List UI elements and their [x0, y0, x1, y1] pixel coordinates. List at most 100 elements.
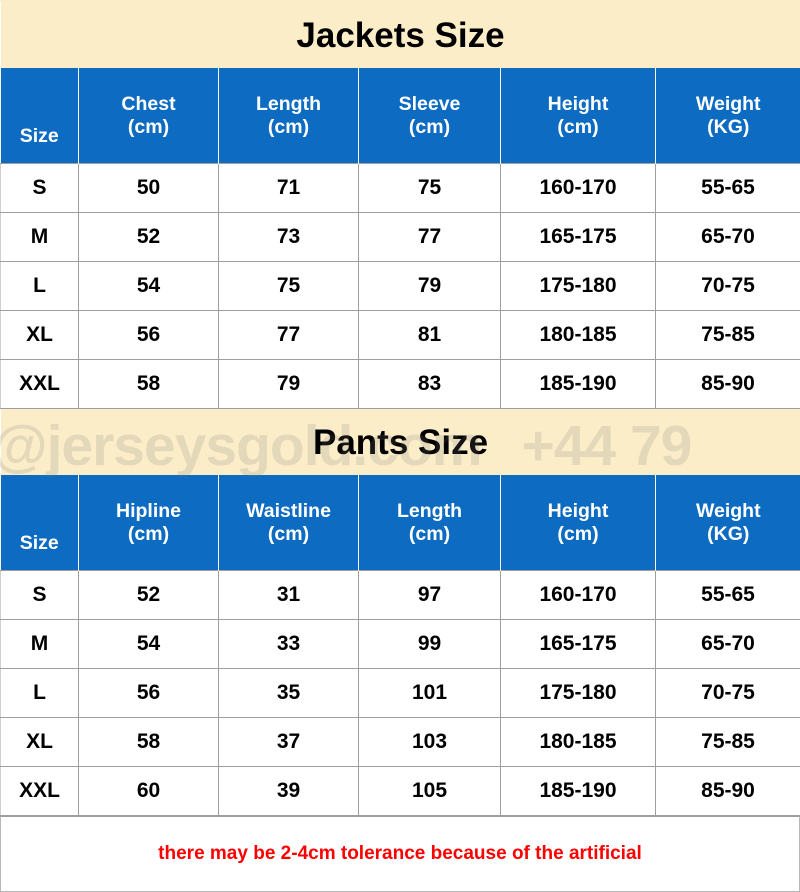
pants-header-row: Size Hipline (cm) Waistline (cm) Length …	[1, 475, 800, 571]
pants-col-header-weight: Weight (KG)	[656, 475, 800, 571]
cell-size: M	[1, 213, 79, 262]
cell-hipline: 60	[79, 767, 219, 816]
jackets-col-header-weight: Weight (KG)	[656, 68, 800, 164]
cell-height: 165-175	[501, 213, 656, 262]
cell-size: XXL	[1, 767, 79, 816]
table-row: L 54 75 79 175-180 70-75	[1, 262, 800, 311]
jackets-col-unit-height: (cm)	[501, 116, 655, 139]
cell-height: 185-190	[501, 767, 656, 816]
cell-size: M	[1, 620, 79, 669]
cell-height: 185-190	[501, 360, 656, 409]
jackets-col-unit-weight: (KG)	[656, 116, 800, 139]
pants-col-label-size: Size	[1, 532, 79, 555]
tolerance-note-band: there may be 2-4cm tolerance because of …	[0, 816, 800, 892]
jackets-col-label-weight: Weight	[656, 93, 800, 116]
cell-length: 103	[359, 718, 501, 767]
jackets-col-header-size: Size	[1, 68, 79, 164]
jackets-title: Jackets Size	[296, 16, 504, 55]
pants-col-label-waistline: Waistline	[219, 500, 358, 523]
cell-sleeve: 81	[359, 311, 501, 360]
cell-waistline: 31	[219, 571, 359, 620]
pants-col-label-hipline: Hipline	[79, 500, 218, 523]
table-row: XL 58 37 103 180-185 75-85	[1, 718, 800, 767]
cell-length: 77	[219, 311, 359, 360]
cell-weight: 85-90	[656, 767, 800, 816]
jackets-size-table: Jackets Size Size Chest (cm) Length (cm)…	[0, 2, 800, 409]
cell-waistline: 35	[219, 669, 359, 718]
cell-weight: 65-70	[656, 213, 800, 262]
cell-sleeve: 77	[359, 213, 501, 262]
cell-length: 75	[219, 262, 359, 311]
cell-weight: 70-75	[656, 262, 800, 311]
cell-chest: 52	[79, 213, 219, 262]
cell-hipline: 54	[79, 620, 219, 669]
table-row: S 52 31 97 160-170 55-65	[1, 571, 800, 620]
cell-length: 79	[219, 360, 359, 409]
cell-size: L	[1, 669, 79, 718]
cell-weight: 70-75	[656, 669, 800, 718]
cell-weight: 85-90	[656, 360, 800, 409]
cell-hipline: 56	[79, 669, 219, 718]
jackets-col-unit-chest: (cm)	[79, 116, 218, 139]
jackets-header-row: Size Chest (cm) Length (cm) Sleeve (cm) …	[1, 68, 800, 164]
pants-col-header-length: Length (cm)	[359, 475, 501, 571]
cell-height: 160-170	[501, 571, 656, 620]
cell-size: L	[1, 262, 79, 311]
pants-size-table: Pants Size Size Hipline (cm) Waistline (…	[0, 409, 800, 816]
pants-title: Pants Size	[313, 423, 488, 462]
cell-height: 180-185	[501, 718, 656, 767]
cell-waistline: 39	[219, 767, 359, 816]
table-row: M 52 73 77 165-175 65-70	[1, 213, 800, 262]
cell-height: 160-170	[501, 164, 656, 213]
table-row: L 56 35 101 175-180 70-75	[1, 669, 800, 718]
cell-chest: 54	[79, 262, 219, 311]
cell-length: 101	[359, 669, 501, 718]
pants-col-label-length: Length	[359, 500, 500, 523]
cell-length: 99	[359, 620, 501, 669]
cell-weight: 75-85	[656, 718, 800, 767]
tolerance-note-text: there may be 2-4cm tolerance because of …	[158, 843, 642, 865]
cell-sleeve: 79	[359, 262, 501, 311]
jackets-title-row: Jackets Size	[1, 2, 800, 68]
cell-chest: 56	[79, 311, 219, 360]
jackets-col-header-height: Height (cm)	[501, 68, 656, 164]
cell-hipline: 52	[79, 571, 219, 620]
cell-height: 175-180	[501, 262, 656, 311]
cell-chest: 50	[79, 164, 219, 213]
cell-height: 180-185	[501, 311, 656, 360]
cell-length: 97	[359, 571, 501, 620]
cell-sleeve: 83	[359, 360, 501, 409]
pants-col-header-height: Height (cm)	[501, 475, 656, 571]
table-row: M 54 33 99 165-175 65-70	[1, 620, 800, 669]
table-row: XL 56 77 81 180-185 75-85	[1, 311, 800, 360]
cell-size: S	[1, 164, 79, 213]
pants-col-header-hipline: Hipline (cm)	[79, 475, 219, 571]
cell-hipline: 58	[79, 718, 219, 767]
cell-length: 73	[219, 213, 359, 262]
cell-height: 165-175	[501, 620, 656, 669]
pants-title-row: Pants Size	[1, 409, 800, 475]
pants-col-header-size: Size	[1, 475, 79, 571]
jackets-col-label-size: Size	[1, 125, 79, 148]
jackets-col-label-sleeve: Sleeve	[359, 93, 500, 116]
pants-col-unit-waistline: (cm)	[219, 523, 358, 546]
jackets-col-header-length: Length (cm)	[219, 68, 359, 164]
cell-weight: 55-65	[656, 571, 800, 620]
pants-col-unit-length: (cm)	[359, 523, 500, 546]
cell-weight: 65-70	[656, 620, 800, 669]
cell-size: XL	[1, 311, 79, 360]
cell-weight: 55-65	[656, 164, 800, 213]
jackets-title-cell: Jackets Size	[1, 2, 800, 68]
pants-title-cell: Pants Size	[1, 409, 800, 475]
jackets-col-header-sleeve: Sleeve (cm)	[359, 68, 501, 164]
table-row: S 50 71 75 160-170 55-65	[1, 164, 800, 213]
pants-col-unit-weight: (KG)	[656, 523, 800, 546]
table-row: XXL 58 79 83 185-190 85-90	[1, 360, 800, 409]
pants-col-header-waistline: Waistline (cm)	[219, 475, 359, 571]
cell-weight: 75-85	[656, 311, 800, 360]
cell-size: XL	[1, 718, 79, 767]
jackets-col-header-chest: Chest (cm)	[79, 68, 219, 164]
cell-height: 175-180	[501, 669, 656, 718]
pants-col-unit-hipline: (cm)	[79, 523, 218, 546]
